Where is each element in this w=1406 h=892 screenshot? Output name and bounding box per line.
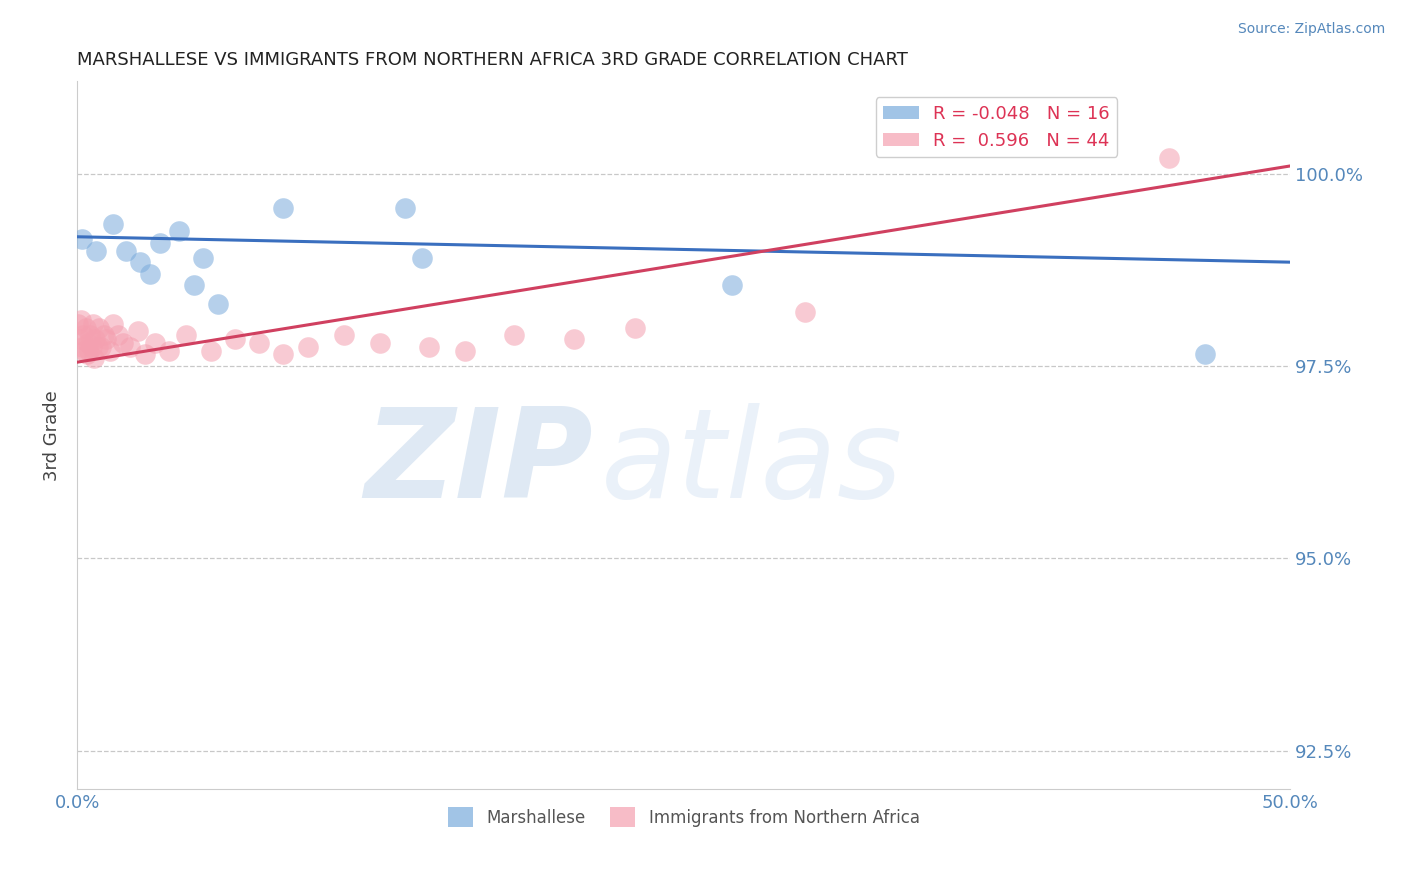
Point <box>418 340 440 354</box>
Point <box>143 335 166 350</box>
Point <box>129 255 152 269</box>
Point <box>67 317 90 331</box>
Point <box>127 325 149 339</box>
Point <box>86 244 108 258</box>
Point <box>76 347 98 361</box>
Point <box>103 317 125 331</box>
Point <box>69 313 91 327</box>
Point <box>1194 347 1216 361</box>
Point <box>114 244 136 258</box>
Text: Source: ZipAtlas.com: Source: ZipAtlas.com <box>1237 22 1385 37</box>
Text: atlas: atlas <box>602 403 903 524</box>
Point <box>148 235 170 250</box>
Point <box>793 305 815 319</box>
Point <box>69 332 91 346</box>
Point <box>1157 151 1180 165</box>
Point <box>70 340 93 354</box>
Text: ZIP: ZIP <box>364 403 592 524</box>
Point <box>721 278 744 293</box>
Point <box>271 202 294 216</box>
Point <box>77 343 100 358</box>
Point <box>120 340 142 354</box>
Point <box>564 332 586 346</box>
Point <box>183 278 205 293</box>
Point <box>77 335 100 350</box>
Point <box>297 340 319 354</box>
Point <box>96 332 118 346</box>
Point <box>87 320 110 334</box>
Point <box>411 252 433 266</box>
Point <box>454 343 477 358</box>
Point <box>112 335 135 350</box>
Point <box>98 343 121 358</box>
Point <box>73 343 96 358</box>
Point <box>82 317 104 331</box>
Point <box>333 328 356 343</box>
Point <box>86 340 108 354</box>
Legend: Marshallese, Immigrants from Northern Africa: Marshallese, Immigrants from Northern Af… <box>441 800 927 834</box>
Text: MARSHALLESE VS IMMIGRANTS FROM NORTHERN AFRICA 3RD GRADE CORRELATION CHART: MARSHALLESE VS IMMIGRANTS FROM NORTHERN … <box>77 51 908 69</box>
Point <box>107 328 129 343</box>
Point <box>72 328 94 343</box>
Point <box>370 335 392 350</box>
Point <box>271 347 294 361</box>
Point <box>394 202 416 216</box>
Y-axis label: 3rd Grade: 3rd Grade <box>44 390 60 481</box>
Point <box>207 297 229 311</box>
Point <box>224 332 246 346</box>
Point <box>624 320 647 334</box>
Point <box>134 347 156 361</box>
Point <box>93 328 115 343</box>
Point <box>247 335 270 350</box>
Point <box>174 328 197 343</box>
Point <box>75 320 97 334</box>
Point <box>84 332 107 346</box>
Point <box>79 328 101 343</box>
Point <box>502 328 524 343</box>
Point <box>193 252 215 266</box>
Point <box>167 224 190 238</box>
Point <box>103 217 125 231</box>
Point <box>90 340 112 354</box>
Point <box>70 232 93 246</box>
Point <box>139 267 162 281</box>
Point <box>80 340 103 354</box>
Point <box>157 343 180 358</box>
Point <box>83 351 105 366</box>
Point <box>200 343 222 358</box>
